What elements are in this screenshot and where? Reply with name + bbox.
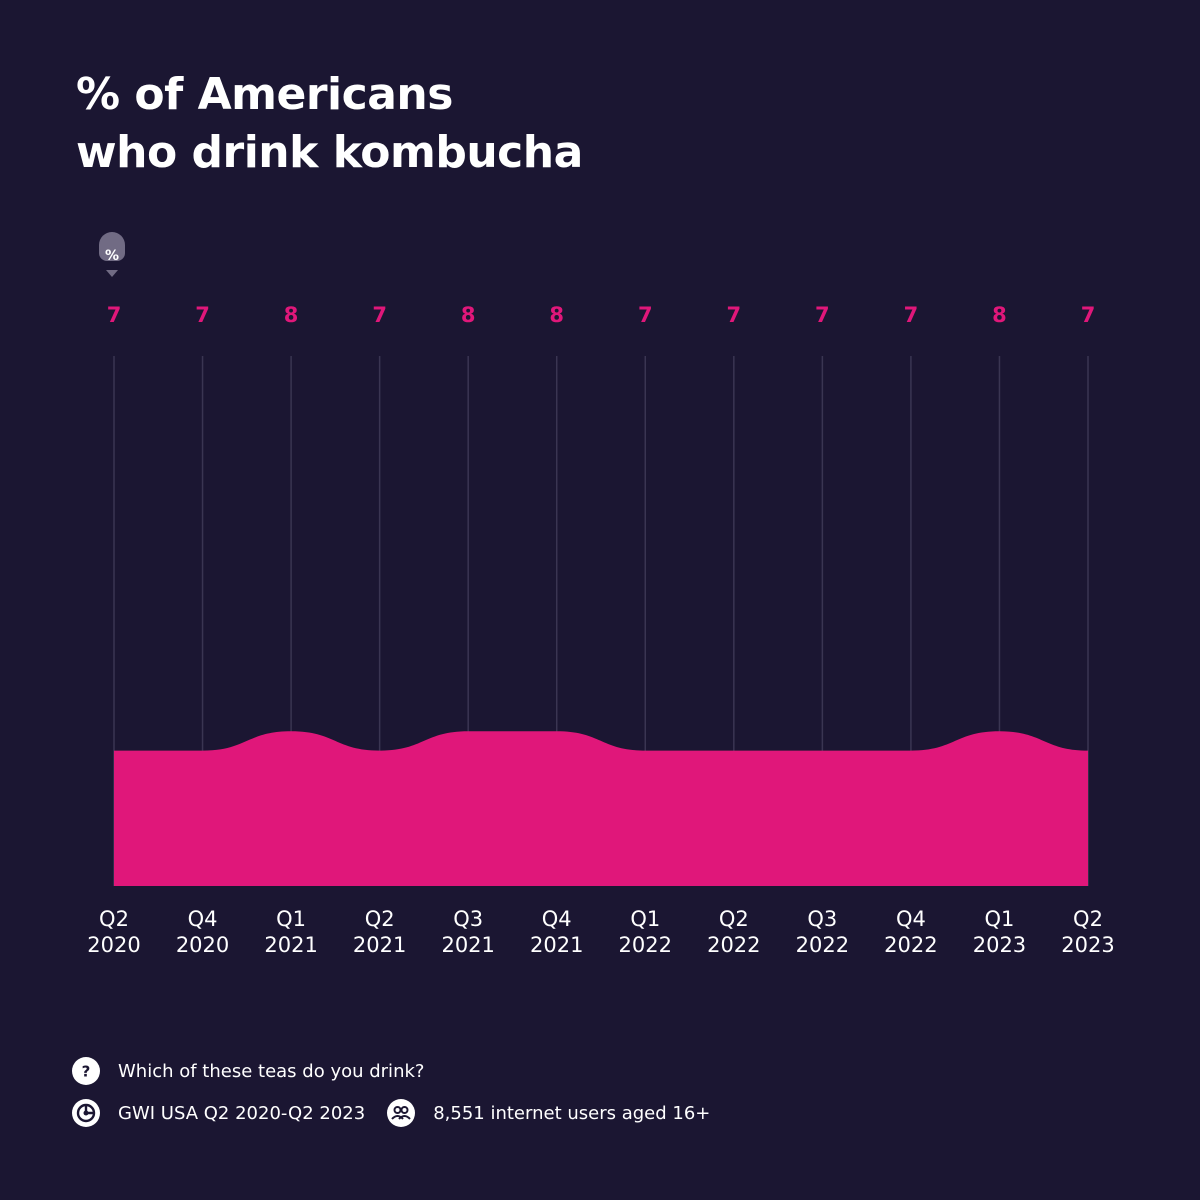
x-tick-label: Q3 2021 (441, 907, 494, 957)
x-tick-label: Q4 2020 (176, 907, 229, 957)
data-label: 7 (815, 303, 830, 327)
data-label: 7 (638, 303, 653, 327)
percent-badge-icon (99, 232, 125, 261)
data-label: 8 (461, 303, 476, 327)
x-tick-label: Q2 2020 (87, 907, 140, 957)
chart-title: % of Americans who drink kombucha (76, 66, 583, 182)
x-tick-label: Q4 2021 (530, 907, 583, 957)
area-series (114, 731, 1088, 886)
data-label: 7 (727, 303, 742, 327)
data-label: 7 (1081, 303, 1096, 327)
question-icon: ? (72, 1057, 100, 1085)
question-text: Which of these teas do you drink? (118, 1060, 425, 1082)
data-label: 8 (549, 303, 564, 327)
x-axis-ticks: Q2 2020 Q4 2020 Q1 2021 Q2 2021 Q3 2021 Q4 2021 Q1 20… (87, 907, 1114, 957)
data-label: 7 (904, 303, 919, 327)
x-tick-label: Q2 2021 (353, 907, 406, 957)
chart-title-line-2: who drink kombucha (76, 127, 583, 178)
chart-title-line-1: % of Americans (76, 69, 453, 120)
data-label: 8 (992, 303, 1007, 327)
x-tick-label: Q2 2023 (1061, 907, 1114, 957)
sample-text: 8,551 internet users aged 16+ (433, 1102, 711, 1124)
percent-badge-pointer (106, 270, 118, 277)
value-labels: 7 7 8 7 8 8 7 7 7 7 8 7 (107, 303, 1096, 327)
gwi-logo-icon (72, 1099, 100, 1127)
data-label: 7 (195, 303, 210, 327)
footer-question: ? Which of these teas do you drink? (72, 1057, 424, 1085)
svg-text:?: ? (82, 1063, 91, 1081)
x-tick-label: Q4 2022 (884, 907, 937, 957)
x-tick-label: Q2 2022 (707, 907, 760, 957)
x-tick-label: Q3 2022 (796, 907, 849, 957)
source-text: GWI USA Q2 2020-Q2 2023 (118, 1102, 366, 1124)
percent-badge: % (99, 232, 125, 277)
x-tick-label: Q1 2021 (264, 907, 317, 957)
users-icon (387, 1099, 416, 1127)
data-label: 7 (372, 303, 387, 327)
data-label: 8 (284, 303, 299, 327)
x-tick-label: Q1 2023 (973, 907, 1026, 957)
footer-source: GWI USA Q2 2020-Q2 2023 8,551 internet u… (72, 1099, 732, 1127)
percent-badge-label: % (105, 248, 119, 264)
x-tick-label: Q1 2022 (619, 907, 672, 957)
data-label: 7 (107, 303, 122, 327)
